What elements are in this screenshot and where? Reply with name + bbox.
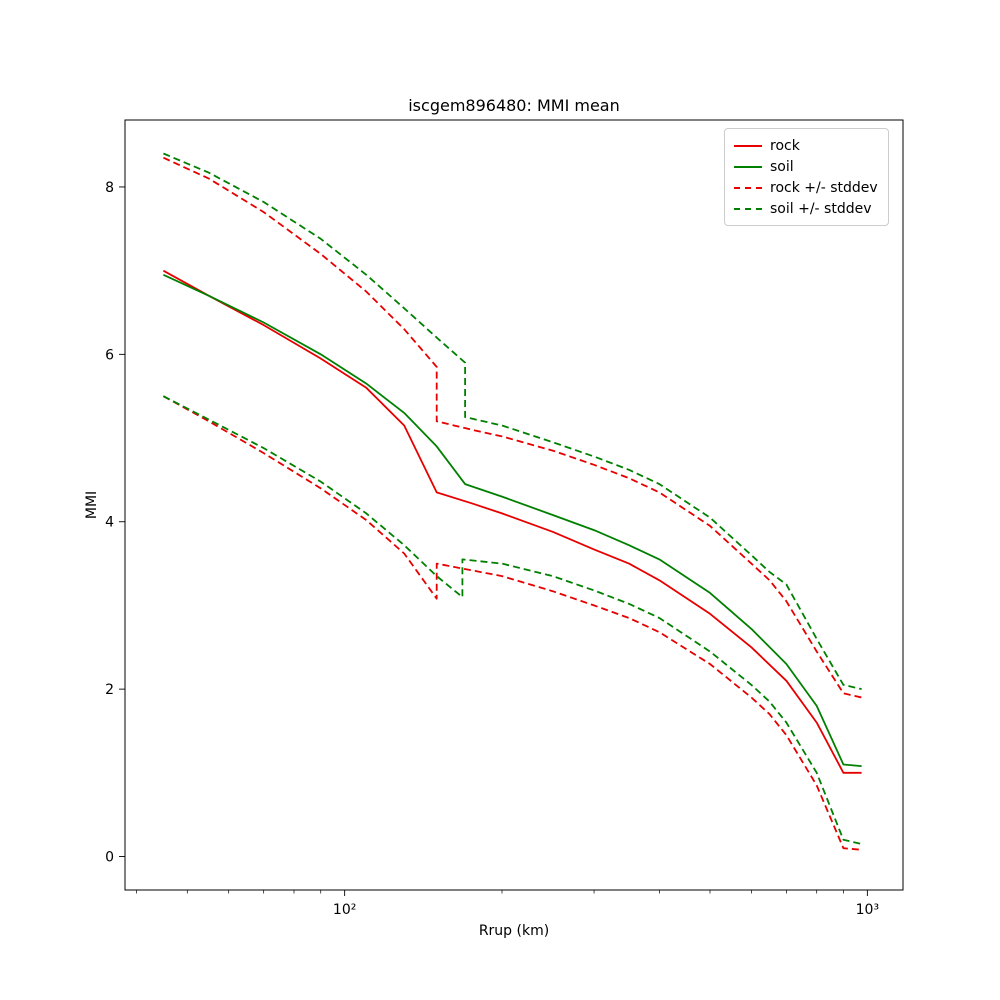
series-lines: [162, 152, 862, 851]
legend-label: soil +/- stddev: [770, 200, 872, 217]
y-tick-label: 0: [105, 850, 114, 866]
y-axis-label: MMI: [84, 491, 100, 519]
series-rock: [162, 269, 862, 774]
plot-area: [125, 120, 903, 890]
legend-item: rock +/- stddev: [734, 177, 878, 198]
legend-label: rock: [770, 137, 800, 154]
chart-title: iscgem896480: MMI mean: [408, 96, 620, 115]
x-tick-label: 10³: [856, 902, 879, 918]
y-tick-label: 6: [105, 347, 114, 363]
legend-label: rock +/- stddev: [770, 179, 878, 196]
x-axis-label: Rrup (km): [479, 923, 549, 939]
axis-ticks: 10² 10³ 0 2 4 6 8: [105, 180, 879, 918]
series-soil: [163, 273, 862, 767]
y-tick-label: 2: [105, 682, 114, 698]
legend-item: rock: [734, 135, 878, 156]
legend-line-sample: [734, 144, 762, 147]
legend-line-sample: [734, 165, 762, 168]
x-tick-label: 10²: [333, 902, 356, 918]
legend-line-sample: [734, 186, 762, 189]
y-tick-label: 8: [105, 180, 114, 196]
legend-item: soil +/- stddev: [734, 198, 878, 219]
series-rock-plus-stddev: [163, 156, 862, 699]
legend-item: soil: [734, 156, 878, 177]
axes-spines: [124, 119, 904, 891]
y-tick-label: 4: [105, 515, 114, 531]
legend-label: soil: [770, 158, 794, 175]
series-rock-minus-stddev: [162, 395, 862, 851]
legend: rock soil rock +/- stddev soil +/- stddev: [724, 128, 889, 226]
series-soil-minus-stddev: [162, 395, 862, 845]
legend-items: rock soil rock +/- stddev soil +/- stddev: [734, 135, 878, 219]
series-soil-plus-stddev: [163, 152, 862, 690]
legend-line-sample: [734, 207, 762, 210]
